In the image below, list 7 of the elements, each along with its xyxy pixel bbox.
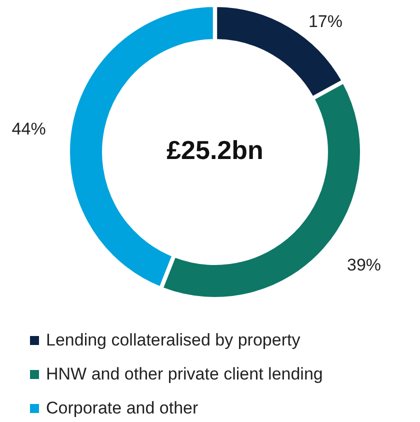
data-label: 39% <box>347 255 382 274</box>
legend-label: Lending collateralised by property <box>46 330 301 350</box>
legend-label: HNW and other private client lending <box>46 364 323 384</box>
data-label: 17% <box>308 12 342 31</box>
legend-label: Corporate and other <box>46 398 198 418</box>
text: £25.2bn <box>166 134 264 165</box>
data-label: 44% <box>12 120 46 139</box>
